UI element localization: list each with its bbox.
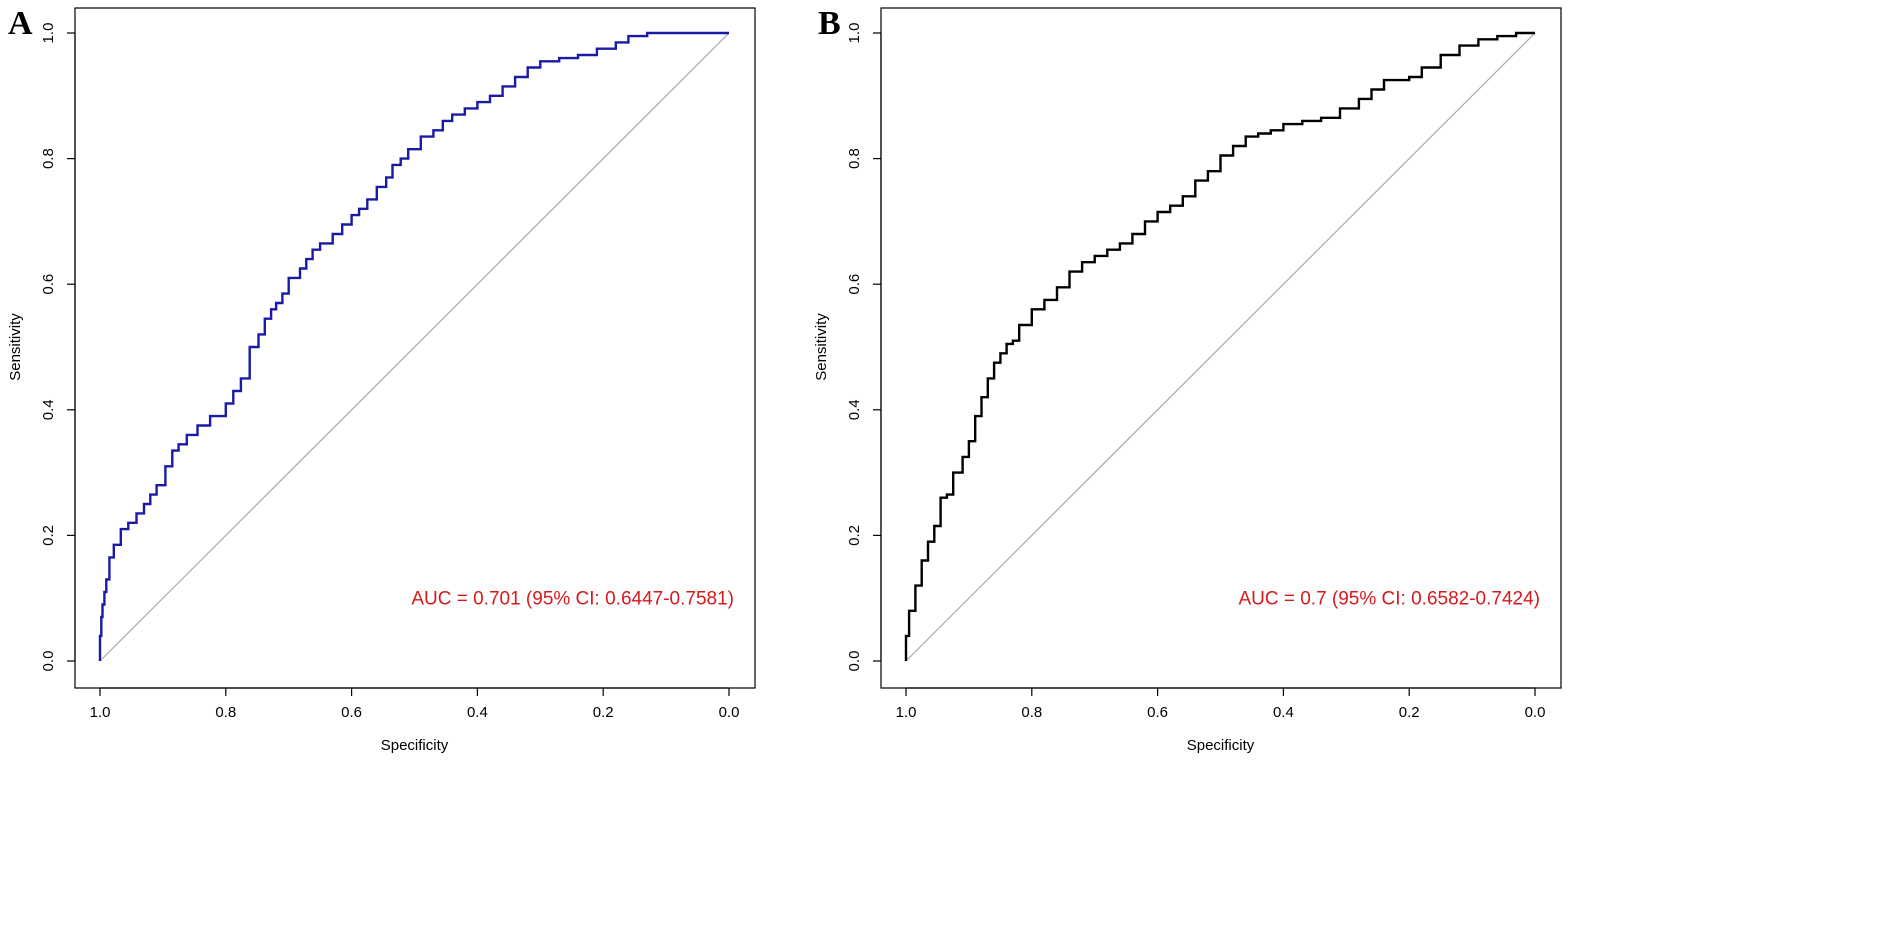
y-tick-label: 0.2	[40, 525, 57, 546]
y-axis-title: Sensitivity	[7, 313, 24, 381]
y-axis-ticks: 0.0 0.2 0.4 0.6 0.8 1.0	[846, 23, 881, 672]
y-tick-label: 0.0	[40, 651, 57, 672]
y-tick-label: 1.0	[40, 23, 57, 44]
y-tick-label: 0.0	[846, 651, 863, 672]
x-tick-label: 0.2	[593, 704, 614, 721]
auc-annotation: AUC = 0.7 (95% CI: 0.6582-0.7424)	[1238, 588, 1540, 609]
y-tick-label: 0.2	[846, 525, 863, 546]
y-axis-title: Sensitivity	[813, 313, 830, 381]
x-tick-label: 0.4	[1273, 704, 1294, 721]
x-axis-ticks: 1.0 0.8 0.6 0.4 0.2 0.0	[90, 688, 740, 721]
x-tick-label: 0.6	[341, 704, 362, 721]
roc-curve	[904, 31, 1535, 661]
y-tick-label: 0.8	[40, 148, 57, 169]
x-tick-label: 0.6	[1147, 704, 1168, 721]
x-tick-label: 0.8	[215, 704, 236, 721]
roc-curve	[98, 31, 729, 661]
panel-a: A 1.0 0.8 0.6 0.4 0.2 0.0 0.00.20.40.60.81.0 …	[7, 5, 756, 754]
y-axis-ticks: 0.0 0.2 0.4 0.6 0.8 1.0	[40, 23, 75, 672]
x-tick-label: 0.4	[467, 704, 488, 721]
reference-diagonal-line	[905, 32, 1536, 662]
y-tick-label: 1.0	[846, 23, 863, 44]
x-tick-label: 0.8	[1021, 704, 1042, 721]
y-tick-label: 0.4	[40, 399, 57, 420]
x-tick-label: 1.0	[896, 704, 917, 721]
reference-diagonal-line	[99, 32, 730, 662]
x-axis-title: Specificity	[381, 737, 449, 754]
y-tick-label: 0.4	[846, 399, 863, 420]
y-tick-label: 0.6	[40, 274, 57, 295]
x-axis-ticks: 1.0 0.8 0.6 0.4 0.2 0.0	[896, 688, 1546, 721]
plot-frame	[880, 7, 1562, 689]
panel-letter: B	[818, 5, 841, 42]
x-tick-label: 1.0	[90, 704, 111, 721]
x-axis-title: Specificity	[1187, 737, 1255, 754]
auc-annotation: AUC = 0.701 (95% CI: 0.6447-0.7581)	[411, 588, 734, 609]
plot-frame	[74, 7, 756, 689]
x-tick-label: 0.2	[1399, 704, 1420, 721]
y-tick-label: 0.8	[846, 148, 863, 169]
panel-letter: A	[8, 5, 33, 42]
x-tick-label: 0.0	[1525, 704, 1546, 721]
y-tick-label: 0.6	[846, 274, 863, 295]
panel-b: B 1.0 0.8 0.6 0.4 0.2 0.0 0.00.20.40.60.81.0 …	[813, 5, 1562, 754]
x-tick-label: 0.0	[719, 704, 740, 721]
